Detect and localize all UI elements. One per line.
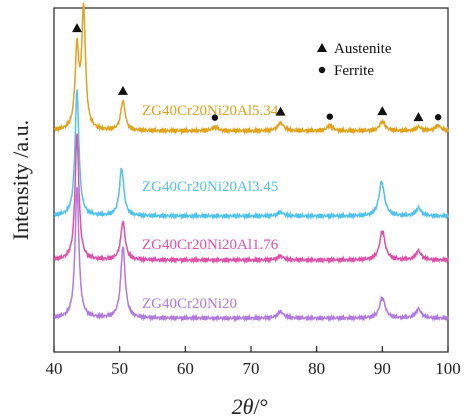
y-axis-title: Intensity /a.u. — [8, 120, 33, 240]
x-tick-label: 80 — [308, 359, 325, 378]
phase-markers — [71, 23, 442, 122]
austenite-marker — [71, 23, 82, 33]
x-tick-label: 70 — [243, 359, 260, 378]
series-line — [53, 186, 449, 323]
x-axis-title-symbol: 2θ — [232, 394, 254, 419]
legend-label: Ferrite — [334, 63, 374, 79]
ferrite-marker — [211, 114, 219, 121]
austenite-marker — [117, 85, 128, 95]
austenite-marker — [413, 112, 424, 122]
austenite-marker — [377, 106, 388, 116]
series-group: ZG40Cr20Ni20Al5.34 ZG40Cr20Ni20Al3.45 ZG40… — [53, 2, 449, 323]
series-label: ZG40Cr20Ni20Al3.45 — [142, 179, 278, 195]
series-label: ZG40Cr20Ni20 — [142, 296, 237, 312]
x-axis-title: 2θ/° — [232, 394, 269, 419]
series-label: ZG40Cr20Ni20Al1.76 — [142, 237, 279, 253]
x-tick-label: 90 — [374, 359, 391, 378]
legend: Austenite Ferrite — [317, 41, 392, 79]
series-line — [53, 89, 449, 221]
x-tick-label: 100 — [435, 359, 461, 378]
x-tick-label: 60 — [177, 359, 194, 378]
series-line — [53, 133, 449, 265]
x-tick-label: 50 — [111, 359, 128, 378]
x-axis-ticks: 40 50 60 70 80 90 100 — [46, 346, 461, 378]
ferrite-marker — [434, 114, 442, 121]
legend-circle-icon — [318, 66, 326, 74]
x-axis-title-unit: /° — [253, 394, 268, 419]
x-tick-label: 40 — [46, 359, 63, 378]
ferrite-marker — [326, 113, 333, 120]
series-label: ZG40Cr20Ni20Al5.34 — [142, 103, 279, 119]
austenite-marker — [275, 106, 286, 116]
legend-triangle-icon — [317, 43, 327, 52]
legend-label: Austenite — [334, 41, 392, 57]
series-line — [53, 2, 449, 136]
